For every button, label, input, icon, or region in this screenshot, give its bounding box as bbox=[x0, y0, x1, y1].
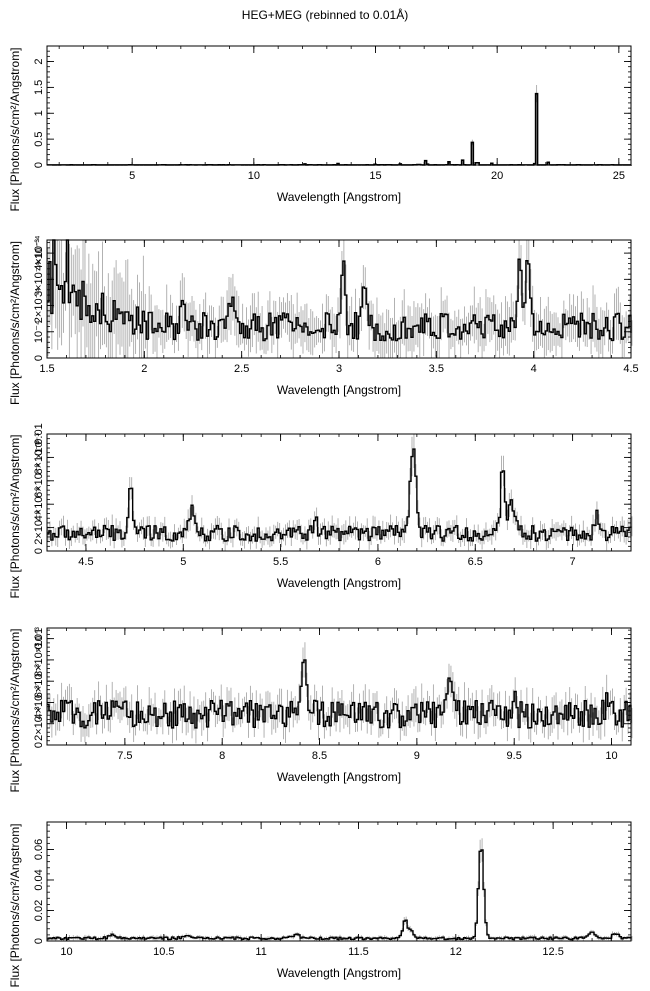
x-tick-label: 10 bbox=[605, 750, 617, 762]
y-exponent-label: ×10⁻³ bbox=[34, 627, 45, 653]
y-tick-label: 0 bbox=[33, 355, 45, 361]
spectrum-line bbox=[47, 849, 632, 941]
y-tick-label: 0.04 bbox=[33, 869, 45, 890]
y-tick-label: 0 bbox=[33, 162, 45, 168]
x-tick-label: 11.5 bbox=[348, 946, 369, 958]
y-tick-label: 0.5 bbox=[33, 131, 45, 146]
y-tick-label: 0.02 bbox=[33, 900, 45, 921]
y-tick-label: 0.01 bbox=[33, 423, 45, 444]
panel-4: 7.5 8 8.5 9 9.5 10 02×10⁻³4×10⁻³6×10⁻³8×10⁻³0.… bbox=[8, 627, 633, 793]
plot-frame bbox=[46, 627, 632, 746]
y-tick-label: 0 bbox=[33, 742, 45, 748]
x-tick-label: 11 bbox=[255, 946, 266, 958]
y-axis-title: Flux [Photons/s/cm²/Angstrom] bbox=[8, 241, 22, 405]
x-tick-label: 12.5 bbox=[542, 946, 563, 958]
y-axis-title: Flux [Photons/s/cm²/Angstrom] bbox=[8, 434, 22, 598]
error-bars bbox=[47, 434, 633, 551]
y-tick-label: 6×10⁻³ bbox=[33, 664, 45, 699]
spectrum-line bbox=[47, 92, 632, 166]
y-tick-label: 4×10⁻³ bbox=[33, 685, 45, 720]
y-tick-label: 10⁻⁴ bbox=[33, 320, 45, 343]
x-axis-title: Wavelength [Angstrom] bbox=[277, 383, 401, 397]
panel-5: 10 10.5 11 11.5 12 12.5 0 0.02 0.04 0.06 Wavelengt… bbox=[8, 821, 633, 988]
y-tick-label: 0.06 bbox=[33, 839, 45, 860]
spectrum-line bbox=[47, 239, 632, 342]
x-tick-label: 12 bbox=[450, 946, 462, 958]
x-tick-label: 2 bbox=[141, 363, 147, 375]
x-axis-title: Wavelength [Angstrom] bbox=[277, 966, 401, 980]
x-tick-label: 5 bbox=[180, 556, 186, 568]
x-tick-label: 5 bbox=[129, 170, 135, 182]
y-axis-title: Flux [Photons/s/cm²/Angstrom] bbox=[8, 823, 22, 987]
y-tick-label: 2 bbox=[33, 58, 45, 64]
y-tick-label: 4×10⁻⁴ bbox=[33, 235, 45, 271]
x-tick-label: 5.5 bbox=[273, 556, 288, 568]
y-tick-label: 8×10⁻³ bbox=[33, 642, 45, 677]
x-tick-label: 3 bbox=[336, 363, 342, 375]
error-bars bbox=[47, 85, 633, 165]
y-tick-label: 6×10⁻³ bbox=[33, 463, 45, 498]
x-tick-label: 4 bbox=[531, 363, 537, 375]
y-axis-title: Flux [Photons/s/cm²/Angstrom] bbox=[8, 47, 22, 211]
x-tick-label: 15 bbox=[369, 170, 381, 182]
y-tick-label: 2×10⁻³ bbox=[33, 510, 45, 545]
x-tick-label: 7.5 bbox=[117, 750, 132, 762]
x-tick-label: 10 bbox=[60, 946, 72, 958]
error-bars bbox=[47, 642, 633, 744]
x-tick-label: 4.5 bbox=[623, 363, 638, 375]
x-tick-label: 6 bbox=[375, 556, 381, 568]
x-tick-label: 20 bbox=[491, 170, 503, 182]
x-tick-label: 10.5 bbox=[153, 946, 174, 958]
spectrum-line bbox=[47, 448, 632, 542]
error-bars bbox=[47, 240, 633, 358]
x-tick-label: 9 bbox=[414, 750, 420, 762]
panel-2: 1.5 2 2.5 3 3.5 4 4.5 0 10⁻⁴2×10⁻⁴3×10⁻⁴4×10⁻⁴×1… bbox=[8, 235, 639, 405]
y-tick-label: 8×10⁻³ bbox=[33, 440, 45, 475]
plot-frame bbox=[46, 239, 632, 359]
y-tick-label: 2×10⁻⁴ bbox=[33, 288, 45, 324]
figure-title: HEG+MEG (rebinned to 0.01Å) bbox=[241, 8, 409, 22]
y-tick-label: 0 bbox=[33, 548, 45, 554]
y-tick-label: 2×10⁻³ bbox=[33, 706, 45, 741]
y-axis-title: Flux [Photons/s/cm²/Angstrom] bbox=[8, 628, 22, 792]
x-tick-label: 2.5 bbox=[234, 363, 249, 375]
plot-frame bbox=[46, 45, 632, 166]
x-axis-title: Wavelength [Angstrom] bbox=[277, 770, 401, 784]
y-tick-label: 0.01 bbox=[33, 628, 45, 649]
y-tick-label: 3×10⁻⁴ bbox=[33, 261, 45, 297]
error-bars bbox=[47, 838, 633, 941]
y-tick-label: 1.5 bbox=[33, 80, 45, 95]
x-tick-label: 25 bbox=[613, 170, 625, 182]
x-tick-label: 9.5 bbox=[507, 750, 522, 762]
x-tick-label: 8 bbox=[219, 750, 225, 762]
x-axis-title: Wavelength [Angstrom] bbox=[277, 190, 401, 204]
x-tick-label: 3.5 bbox=[429, 363, 444, 375]
y-tick-label: 4×10⁻³ bbox=[33, 487, 45, 522]
y-exponent-label: ×10⁻³ bbox=[34, 239, 45, 265]
spectrum-line bbox=[47, 659, 632, 729]
x-tick-label: 10 bbox=[248, 170, 260, 182]
x-tick-label: 7 bbox=[570, 556, 576, 568]
y-tick-label: 0 bbox=[33, 938, 45, 944]
panel-3: 4.5 5 5.5 6 6.5 7 0 2×10⁻³4×10⁻³6×10⁻³8×10⁻³0.0… bbox=[8, 423, 633, 599]
x-tick-label: 6.5 bbox=[468, 556, 483, 568]
x-axis-title: Wavelength [Angstrom] bbox=[277, 576, 401, 590]
x-tick-label: 1.5 bbox=[39, 363, 54, 375]
plot-frame bbox=[46, 821, 632, 942]
x-tick-label: 4.5 bbox=[78, 556, 93, 568]
y-tick-label: 1 bbox=[33, 110, 45, 116]
panel-1: 5 10 15 20 25 0 0.5 1 1.5 2 Wavelength [Angstrom] F… bbox=[8, 45, 633, 212]
x-tick-label: 8.5 bbox=[312, 750, 327, 762]
y-exponent-label: ×10⁻³ bbox=[34, 433, 45, 459]
